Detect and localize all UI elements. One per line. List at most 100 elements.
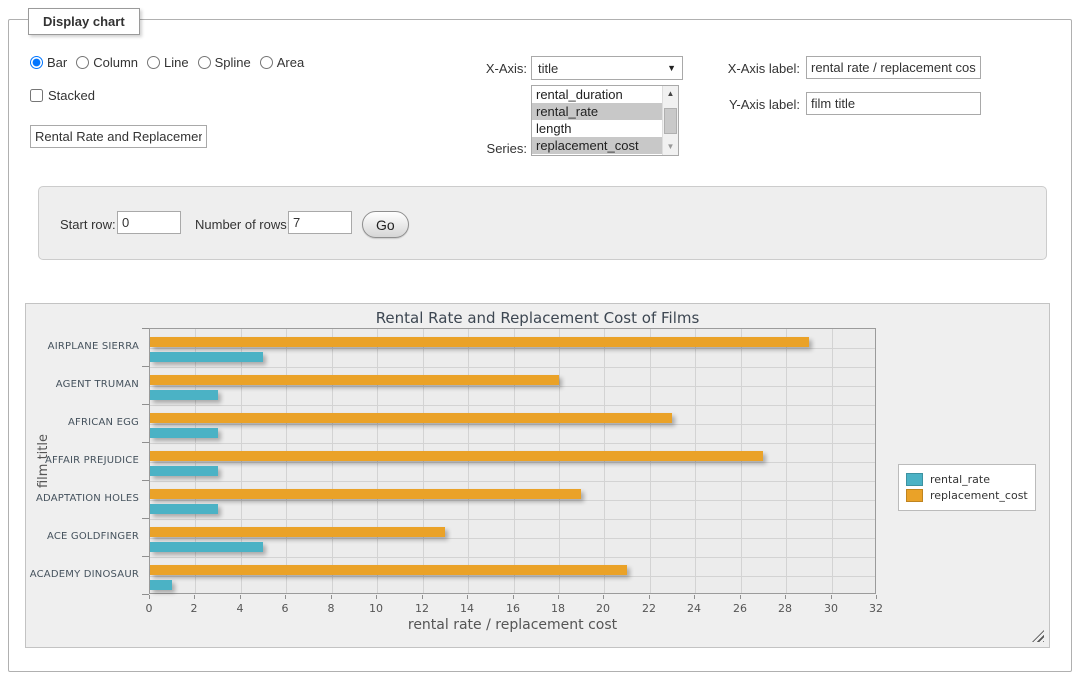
- gridline-vertical: [514, 329, 515, 593]
- chart-type-label-bar[interactable]: Bar: [47, 55, 67, 70]
- scroll-down-icon[interactable]: ▼: [663, 139, 678, 155]
- go-button[interactable]: Go: [362, 211, 409, 238]
- x-axis-tick: [694, 595, 695, 599]
- series-select-label: Series:: [420, 141, 527, 156]
- legend-label-rental_rate: rental_rate: [930, 473, 990, 486]
- y-axis-tick: [142, 366, 149, 367]
- resize-grip-icon[interactable]: [1032, 630, 1044, 642]
- chart-type-label-line[interactable]: Line: [164, 55, 189, 70]
- x-axis-tick: [649, 595, 650, 599]
- gridline-horizontal: [150, 481, 875, 482]
- x-axis-tick: [740, 595, 741, 599]
- gridline-horizontal: [150, 538, 875, 539]
- x-axis-tick: [240, 595, 241, 599]
- x-tick-label: 16: [496, 602, 530, 615]
- chart-container: Rental Rate and Replacement Cost of Film…: [25, 303, 1050, 648]
- x-axis-tick: [876, 595, 877, 599]
- chart-type-option-bar[interactable]: Bar: [30, 55, 67, 70]
- gridline-horizontal: [150, 443, 875, 444]
- x-tick-label: 18: [541, 602, 575, 615]
- x-tick-label: 6: [268, 602, 302, 615]
- chart-type-option-area[interactable]: Area: [260, 55, 304, 70]
- fieldset-legend: Display chart: [28, 8, 140, 35]
- gridline-horizontal: [150, 348, 875, 349]
- gridline-horizontal: [150, 576, 875, 577]
- x-tick-label: 28: [768, 602, 802, 615]
- x-tick-label: 14: [450, 602, 484, 615]
- gridline-vertical: [695, 329, 696, 593]
- x-tick-label: 12: [405, 602, 439, 615]
- bar-replacement_cost: [150, 337, 809, 347]
- bar-rental_rate: [150, 580, 172, 590]
- bar-rental_rate: [150, 542, 263, 552]
- chart-type-option-column[interactable]: Column: [76, 55, 138, 70]
- x-axis-tick: [785, 595, 786, 599]
- x-axis-tick: [285, 595, 286, 599]
- series-options: rental_durationrental_ratelengthreplacem…: [532, 86, 662, 155]
- chart-type-option-line[interactable]: Line: [147, 55, 189, 70]
- chart-type-radio-line[interactable]: [147, 56, 160, 69]
- gridline-vertical: [241, 329, 242, 593]
- x-axis-tick: [831, 595, 832, 599]
- series-option-length[interactable]: length: [532, 120, 662, 137]
- y-category-label: AGENT TRUMAN: [29, 379, 139, 390]
- gridline-horizontal: [150, 500, 875, 501]
- series-option-rental_rate[interactable]: rental_rate: [532, 103, 662, 120]
- x-tick-label: 8: [314, 602, 348, 615]
- x-axis-select-label: X-Axis:: [420, 61, 527, 76]
- chart-type-radio-bar[interactable]: [30, 56, 43, 69]
- gridline-vertical: [195, 329, 196, 593]
- chart-type-radio-area[interactable]: [260, 56, 273, 69]
- x-axis-selected-value: title: [538, 61, 667, 76]
- bar-replacement_cost: [150, 489, 581, 499]
- gridline-horizontal: [150, 557, 875, 558]
- x-axis-label-input[interactable]: [806, 56, 981, 79]
- x-axis-tick: [558, 595, 559, 599]
- bar-replacement_cost: [150, 527, 445, 537]
- chart-type-radio-spline[interactable]: [198, 56, 211, 69]
- start-row-input[interactable]: [117, 211, 181, 234]
- y-axis-tick: [142, 480, 149, 481]
- stacked-checkbox[interactable]: [30, 89, 43, 102]
- x-tick-label: 30: [814, 602, 848, 615]
- gridline-horizontal: [150, 367, 875, 368]
- y-axis-tick: [142, 328, 149, 329]
- x-tick-label: 32: [859, 602, 893, 615]
- chart-type-radio-group: Bar Column Line Spline Area: [30, 55, 313, 70]
- number-of-rows-label: Number of rows:: [195, 217, 290, 232]
- y-axis-tick: [142, 518, 149, 519]
- chart-type-label-column[interactable]: Column: [93, 55, 138, 70]
- series-multiselect[interactable]: rental_durationrental_ratelengthreplacem…: [531, 85, 679, 156]
- gridline-horizontal: [150, 519, 875, 520]
- bar-rental_rate: [150, 504, 218, 514]
- y-axis-tick: [142, 442, 149, 443]
- chart-type-radio-column[interactable]: [76, 56, 89, 69]
- x-tick-label: 20: [586, 602, 620, 615]
- x-tick-label: 26: [723, 602, 757, 615]
- x-tick-label: 0: [132, 602, 166, 615]
- start-row-label: Start row:: [60, 217, 116, 232]
- x-tick-label: 24: [677, 602, 711, 615]
- chart-title-input[interactable]: [30, 125, 207, 148]
- y-axis-tick: [142, 594, 149, 595]
- x-axis-tick: [149, 595, 150, 599]
- chart-legend: rental_rate replacement_cost: [898, 464, 1036, 511]
- gridline-vertical: [832, 329, 833, 593]
- series-option-replacement_cost[interactable]: replacement_cost: [532, 137, 662, 154]
- chart-type-option-spline[interactable]: Spline: [198, 55, 251, 70]
- x-axis-tick: [376, 595, 377, 599]
- number-of-rows-input[interactable]: [288, 211, 352, 234]
- legend-label-replacement_cost: replacement_cost: [930, 489, 1028, 502]
- chart-type-label-spline[interactable]: Spline: [215, 55, 251, 70]
- x-tick-label: 4: [223, 602, 257, 615]
- y-axis-label-input[interactable]: [806, 92, 981, 115]
- chart-type-label-area[interactable]: Area: [277, 55, 304, 70]
- gridline-horizontal: [150, 405, 875, 406]
- series-option-rental_duration[interactable]: rental_duration: [532, 86, 662, 103]
- bar-replacement_cost: [150, 451, 763, 461]
- x-axis-label-label: X-Axis label:: [655, 61, 800, 76]
- y-category-label: ACE GOLDFINGER: [29, 531, 139, 542]
- gridline-horizontal: [150, 462, 875, 463]
- stacked-label[interactable]: Stacked: [48, 88, 95, 103]
- x-axis-tick: [194, 595, 195, 599]
